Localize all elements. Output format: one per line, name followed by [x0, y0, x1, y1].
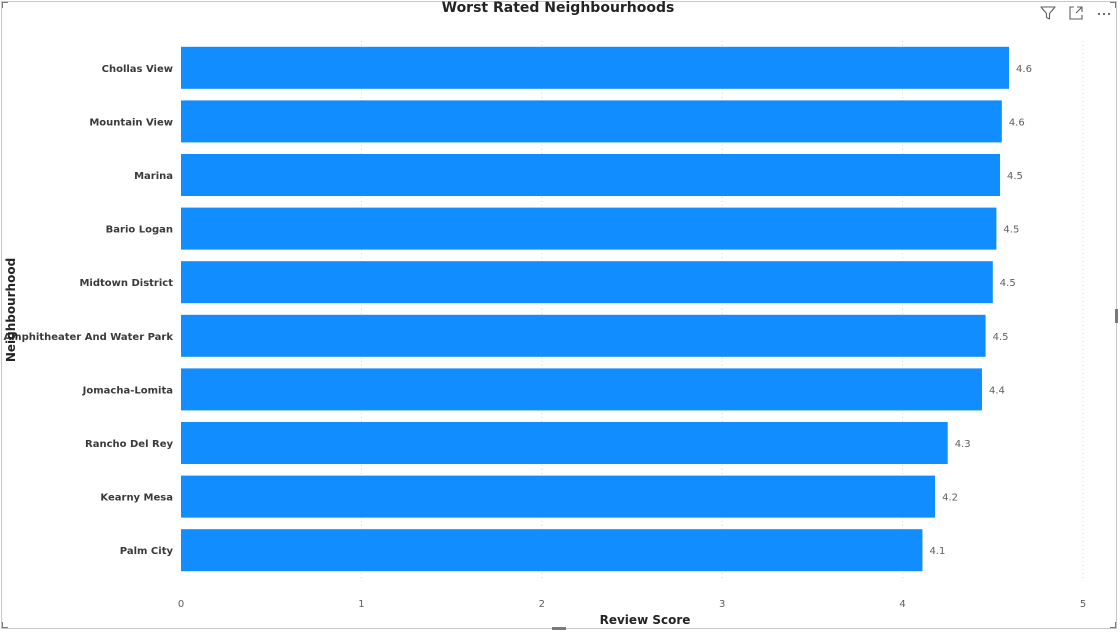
bar[interactable]	[181, 261, 993, 304]
category-labels: Chollas View Mountain View Marina Bario Log…	[3, 64, 173, 557]
frame-corner	[2, 622, 8, 628]
data-label: 4.3	[955, 439, 971, 450]
y-axis-label: Neighbourhood	[4, 258, 18, 362]
focus-mode-icon	[1069, 6, 1083, 20]
data-label: 4.5	[1007, 171, 1023, 182]
data-label: 4.5	[1003, 225, 1019, 236]
chart-title: Worst Rated Neighbourhoods	[441, 0, 675, 16]
data-label: 4.2	[942, 493, 958, 504]
visual-header-toolbar	[1038, 4, 1114, 22]
data-label: 4.1	[929, 546, 945, 557]
data-label: 4.6	[1016, 64, 1032, 75]
x-tick-label: 0	[178, 599, 184, 610]
frame-corner	[1110, 2, 1116, 8]
data-label: 4.5	[993, 332, 1009, 343]
x-tick-label: 2	[539, 599, 545, 610]
bars	[181, 46, 1010, 572]
category-label: Kearny Mesa	[100, 493, 173, 504]
category-label: Palm City	[120, 546, 174, 557]
x-tick-label: 4	[899, 599, 905, 610]
bar[interactable]	[181, 207, 997, 250]
x-tick-label: 3	[719, 599, 725, 610]
bar[interactable]	[181, 46, 1010, 89]
bar[interactable]	[181, 314, 986, 357]
bar[interactable]	[181, 154, 1001, 196]
category-label: Jomacha-Lomita	[82, 385, 173, 396]
x-axis-label: Review Score	[600, 613, 691, 627]
data-label: 4.4	[989, 385, 1005, 396]
filter-button[interactable]	[1038, 4, 1058, 22]
bar[interactable]	[181, 368, 982, 411]
gridlines	[360, 41, 1084, 578]
category-label: Chollas View	[102, 64, 173, 75]
bar[interactable]	[181, 529, 923, 572]
frame-corner	[1110, 622, 1116, 628]
bar[interactable]	[181, 475, 936, 518]
more-options-icon	[1097, 12, 1111, 16]
resize-handle-right[interactable]	[1115, 309, 1118, 323]
category-label: Marina	[134, 171, 173, 182]
data-label: 4.6	[1009, 117, 1025, 128]
category-label: Rancho Del Rey	[85, 439, 173, 450]
more-options-button[interactable]	[1094, 4, 1114, 22]
x-tick-label: 1	[358, 599, 364, 610]
filter-icon	[1040, 6, 1056, 20]
category-label: Amphitheater And Water Park	[3, 332, 173, 343]
category-label: Midtown District	[79, 278, 173, 289]
x-tick-labels: 0 1 2 3 4 5	[178, 599, 1086, 610]
focus-mode-button[interactable]	[1066, 4, 1086, 22]
bar[interactable]	[181, 422, 948, 464]
frame-corner	[2, 2, 8, 8]
data-labels: 4.6 4.6 4.5 4.5 4.5 4.5 4.4 4.3 4.2 4.1	[929, 64, 1031, 557]
category-label: Bario Logan	[106, 225, 173, 236]
resize-handle-bottom[interactable]	[552, 627, 566, 630]
category-label: Mountain View	[89, 117, 173, 128]
data-label: 4.5	[1000, 278, 1016, 289]
bar[interactable]	[181, 100, 1002, 143]
x-tick-label: 5	[1080, 599, 1086, 610]
